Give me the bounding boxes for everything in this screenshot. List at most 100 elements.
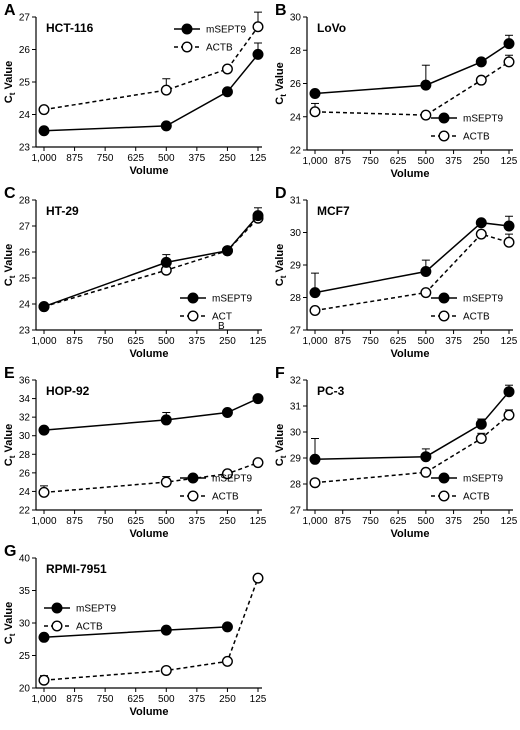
y-tick-label: 30 [290, 428, 302, 439]
x-tick-label: 125 [501, 336, 518, 347]
legend-label: ACT [212, 312, 232, 323]
data-point [38, 631, 50, 643]
y-axis-title-sub: t [8, 92, 17, 95]
data-point [420, 287, 432, 299]
x-tick-label: 500 [418, 516, 435, 527]
y-axis-title: Ct Value [274, 244, 288, 286]
y-tick-label: 24 [19, 110, 31, 121]
data-point [309, 287, 321, 299]
data-point [160, 476, 172, 488]
y-tick-label: 20 [19, 684, 31, 695]
cell-line-title: RPMI-7951 [46, 562, 107, 576]
x-tick-label: 750 [97, 153, 114, 164]
y-tick-label: 25 [19, 274, 31, 285]
x-tick-label: 1,000 [31, 336, 56, 347]
x-tick-label: 875 [66, 153, 83, 164]
legend-marker [51, 620, 63, 632]
x-tick-label: 750 [362, 336, 379, 347]
y-axis-title: Ct Value [3, 424, 17, 466]
x-tick-label: 375 [189, 694, 206, 705]
y-tick-label: 31 [290, 402, 302, 413]
data-point [475, 56, 487, 68]
x-tick-label: 500 [418, 336, 435, 347]
y-axis-title-rest: Value [3, 424, 15, 456]
y-axis-title: Ct Value [3, 602, 17, 644]
x-tick-label: 500 [158, 153, 175, 164]
y-axis-title: Ct Value [3, 244, 17, 286]
x-tick-label: 375 [189, 516, 206, 527]
x-axis-title: Volume [130, 706, 169, 718]
legend-marker [51, 602, 63, 614]
x-tick-label: 250 [219, 694, 236, 705]
x-tick-label: 750 [97, 694, 114, 705]
y-tick-label: 28 [19, 196, 31, 207]
x-tick-label: 875 [66, 694, 83, 705]
y-tick-label: 36 [19, 376, 31, 387]
panel-f: F 27 28 29 30 31 32 1,000 875 750 625 500 375 250 125 V… [274, 365, 518, 540]
x-tick-label: 250 [473, 336, 490, 347]
x-tick-label: 1,000 [31, 153, 56, 164]
data-point [221, 621, 233, 633]
data-point [221, 655, 233, 667]
legend-label: mSEPT9 [76, 604, 116, 615]
legend-label-line2: B [218, 321, 225, 332]
data-point [221, 63, 233, 75]
x-tick-label: 875 [334, 516, 351, 527]
y-tick-label: 23 [19, 143, 31, 154]
y-tick-label: 30 [19, 619, 31, 630]
x-tick-label: 1,000 [31, 516, 56, 527]
data-point [503, 220, 515, 232]
y-axis-title-main: C [274, 97, 286, 105]
y-axis-title: Ct Value [274, 424, 288, 466]
panel-letter: D [275, 185, 287, 202]
panel-d: D 27 28 29 30 31 1,000 875 750 625 500 375 250 125 Vol… [274, 185, 518, 360]
x-tick-label: 250 [219, 153, 236, 164]
series-line-1 [314, 414, 510, 484]
panel-b: B 22 24 26 28 30 1,000 875 750 625 500 375 250 125 Vol… [274, 2, 518, 180]
y-tick-label: 27 [19, 13, 31, 24]
y-axis-title-sub: t [279, 455, 288, 458]
x-tick-label: 500 [158, 694, 175, 705]
data-point [221, 407, 233, 419]
x-tick-label: 250 [219, 336, 236, 347]
x-tick-label: 625 [390, 156, 407, 167]
y-axis-title-main: C [3, 636, 15, 644]
y-tick-label: 22 [290, 146, 302, 157]
y-axis-title-rest: Value [3, 61, 15, 93]
data-point [309, 305, 321, 317]
x-tick-label: 1,000 [302, 336, 327, 347]
x-axis-title: Volume [391, 528, 430, 540]
series-line-0 [314, 221, 510, 294]
y-tick-label: 32 [290, 376, 302, 387]
legend-marker [438, 310, 450, 322]
x-tick-label: 375 [445, 336, 462, 347]
x-tick-label: 375 [189, 153, 206, 164]
x-tick-label: 750 [362, 516, 379, 527]
y-tick-label: 22 [19, 506, 31, 517]
legend-marker [438, 130, 450, 142]
series-line-0 [314, 391, 510, 461]
panel-g: G 20 25 30 35 40 1,000 875 750 625 500 375 250 125 Vol… [3, 543, 267, 718]
legend-marker [438, 490, 450, 502]
y-axis-title-rest: Value [274, 244, 286, 276]
data-point [160, 624, 172, 636]
y-tick-label: 27 [290, 506, 302, 517]
x-tick-label: 125 [501, 156, 518, 167]
x-tick-label: 125 [250, 516, 267, 527]
data-point [420, 451, 432, 463]
panel-letter: B [275, 2, 287, 19]
data-point [252, 21, 264, 33]
x-tick-label: 250 [219, 516, 236, 527]
data-point [309, 477, 321, 489]
data-point [160, 664, 172, 676]
y-tick-label: 25 [19, 651, 31, 662]
x-tick-label: 625 [127, 336, 144, 347]
x-tick-label: 375 [445, 516, 462, 527]
x-tick-label: 1,000 [302, 516, 327, 527]
y-tick-label: 30 [290, 228, 302, 239]
legend-marker [187, 490, 199, 502]
legend-label: mSEPT9 [212, 294, 252, 305]
legend-label: ACTB [463, 312, 490, 323]
data-point [252, 210, 264, 222]
